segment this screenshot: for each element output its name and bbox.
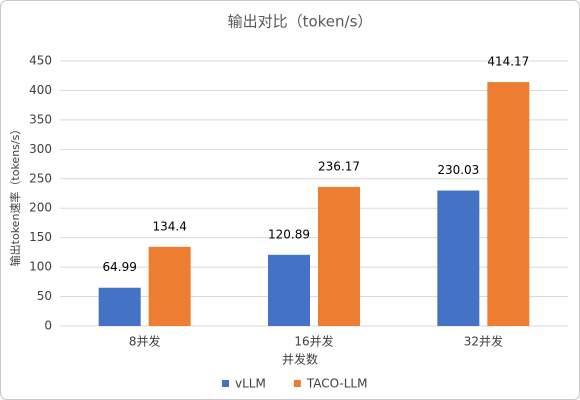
- bar: [487, 82, 530, 327]
- y-tick-label: 400: [29, 83, 52, 97]
- data-label: 414.17: [487, 55, 529, 69]
- y-tick-label: 250: [29, 171, 52, 185]
- bar: [437, 190, 480, 326]
- legend-label: vLLM: [235, 377, 266, 391]
- x-tick-label: 16并发: [294, 334, 333, 349]
- x-axis-label: 并发数: [282, 352, 318, 367]
- data-label: 120.89: [268, 227, 310, 241]
- data-label: 134.4: [152, 219, 186, 233]
- y-tick-label: 100: [29, 260, 52, 274]
- data-label: 236.17: [318, 159, 360, 173]
- y-tick-label: 200: [29, 201, 52, 215]
- bar: [268, 254, 310, 326]
- y-tick-label: 0: [44, 319, 52, 333]
- x-tick-label: 32并发: [464, 334, 503, 349]
- chart-title: 输出对比（token/s）: [228, 13, 373, 31]
- x-tick-label: 8并发: [129, 334, 161, 349]
- y-tick-label: 300: [29, 142, 52, 156]
- y-tick-label: 150: [29, 230, 52, 244]
- data-label: 64.99: [102, 260, 136, 274]
- legend-swatch: [293, 380, 301, 387]
- bar: [318, 186, 360, 326]
- y-tick-label: 350: [29, 112, 52, 126]
- y-tick-label: 50: [37, 289, 52, 303]
- y-axis-label: 输出token速率（tokens/s）: [8, 124, 22, 267]
- data-label: 230.03: [437, 163, 479, 177]
- legend-swatch: [222, 380, 229, 387]
- bar: [98, 287, 141, 326]
- y-tick-label: 450: [29, 54, 52, 68]
- bar: [148, 246, 191, 326]
- legend-label: TACO-LLM: [306, 377, 368, 391]
